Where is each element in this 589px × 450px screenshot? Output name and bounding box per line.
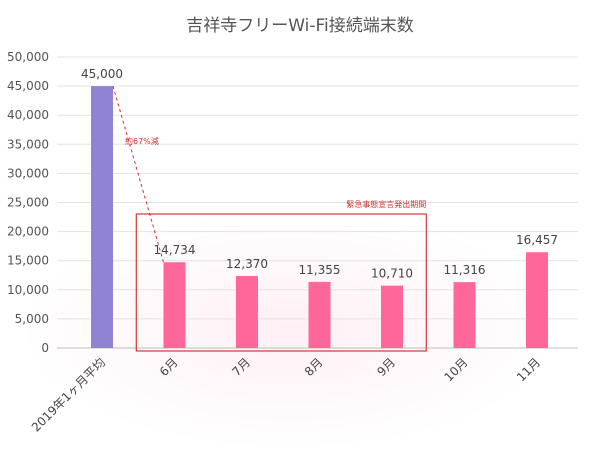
y-tick-label: 5,000 (15, 312, 49, 326)
data-label: 10,710 (371, 267, 413, 281)
data-label: 16,457 (516, 233, 558, 247)
emergency-period-box (135, 213, 427, 352)
y-tick-label: 50,000 (7, 50, 49, 64)
y-tick-label: 20,000 (7, 225, 49, 239)
y-tick-label: 15,000 (7, 254, 49, 268)
reduction-arrow-line (112, 85, 164, 263)
data-label: 11,316 (444, 263, 486, 277)
y-tick-label: 0 (41, 341, 49, 355)
bars (91, 86, 548, 348)
y-tick-label: 25,000 (7, 196, 49, 210)
y-tick-label: 45,000 (7, 79, 49, 93)
bar (163, 262, 186, 348)
bar (381, 285, 403, 348)
y-axis-ticks: 0 5,000 10,000 15,000 20,000 25,000 30,000 35,0… (7, 50, 49, 355)
data-label: 14,734 (154, 243, 196, 257)
y-tick-label: 40,000 (7, 108, 49, 122)
bar (453, 282, 476, 348)
data-label: 45,000 (81, 67, 123, 81)
y-tick-label: 10,000 (7, 283, 49, 297)
bar (526, 252, 548, 348)
reduction-label: 約67%減 (125, 136, 159, 146)
background-glow (20, 210, 560, 450)
data-label: 11,355 (299, 263, 341, 277)
data-label: 12,370 (226, 257, 268, 271)
y-tick-label: 35,000 (7, 137, 49, 151)
bar (91, 86, 113, 348)
emergency-period-label: 緊急事態宣言発出期間 (346, 199, 426, 209)
bar (236, 276, 258, 348)
y-tick-label: 30,000 (7, 166, 49, 180)
bar (308, 281, 331, 348)
chart-title: 吉祥寺フリーWi-Fi接続端末数 (186, 16, 414, 36)
data-labels: 45,000 14,734 12,370 11,355 10,710 11,316 16,4… (81, 67, 558, 281)
